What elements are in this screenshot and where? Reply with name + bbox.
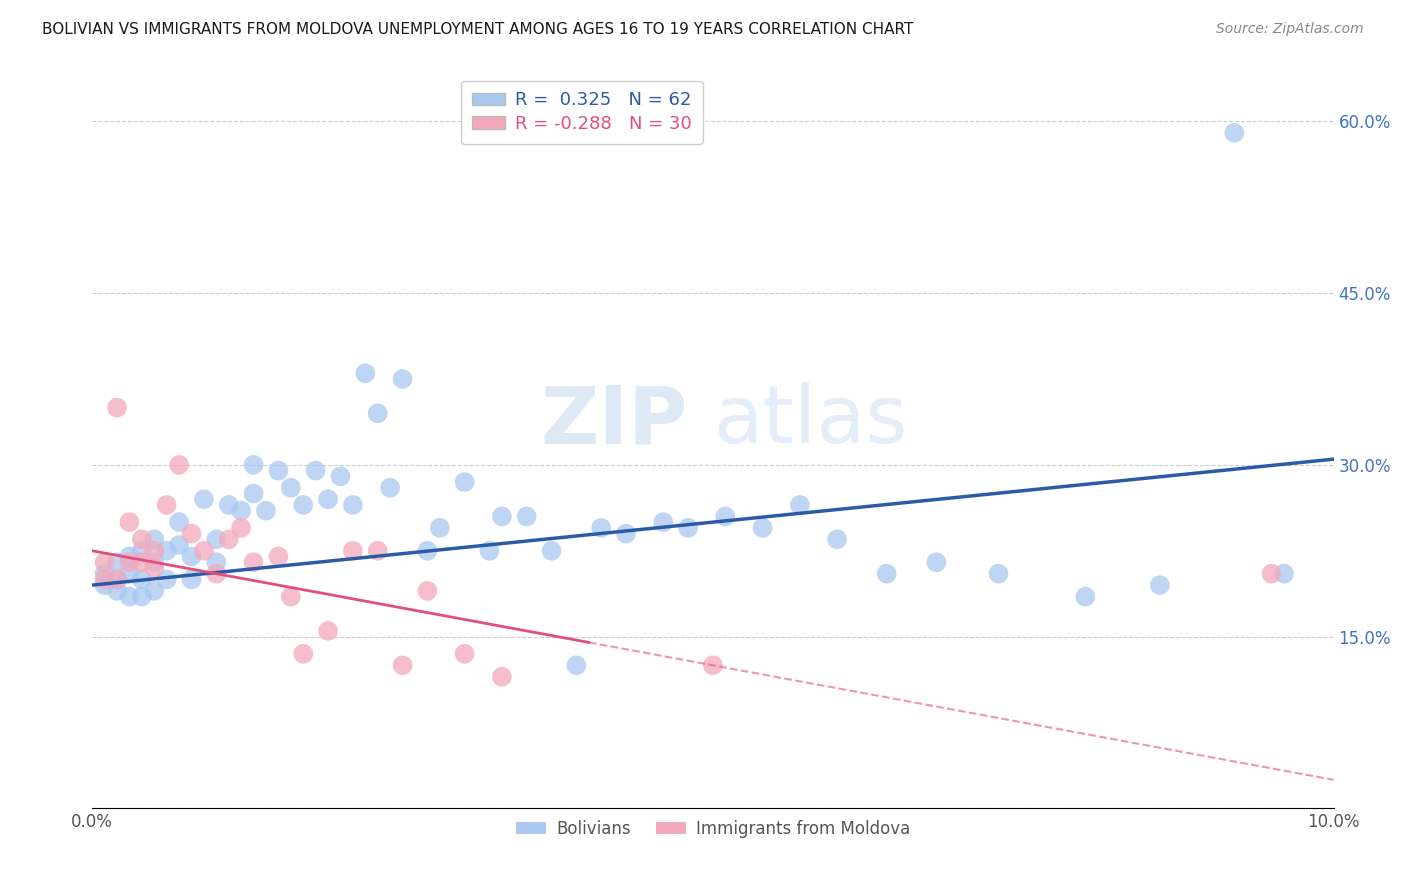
Point xyxy=(143,561,166,575)
Point xyxy=(614,526,637,541)
Point xyxy=(143,555,166,569)
Point xyxy=(367,543,389,558)
Point xyxy=(167,538,190,552)
Point xyxy=(925,555,948,569)
Point xyxy=(193,492,215,507)
Point xyxy=(180,526,202,541)
Point xyxy=(205,533,228,547)
Point xyxy=(105,573,128,587)
Point xyxy=(131,555,153,569)
Point xyxy=(231,504,253,518)
Text: atlas: atlas xyxy=(713,383,907,460)
Point xyxy=(391,658,413,673)
Text: ZIP: ZIP xyxy=(541,383,688,460)
Point xyxy=(231,521,253,535)
Point xyxy=(391,372,413,386)
Point xyxy=(105,583,128,598)
Point xyxy=(516,509,538,524)
Point xyxy=(143,583,166,598)
Point xyxy=(180,573,202,587)
Point xyxy=(676,521,699,535)
Point xyxy=(987,566,1010,581)
Point xyxy=(118,566,141,581)
Point xyxy=(292,498,315,512)
Point xyxy=(591,521,613,535)
Point xyxy=(453,647,475,661)
Point xyxy=(118,590,141,604)
Point xyxy=(105,555,128,569)
Point xyxy=(429,521,451,535)
Point xyxy=(167,515,190,529)
Point xyxy=(193,543,215,558)
Point xyxy=(1149,578,1171,592)
Point xyxy=(491,509,513,524)
Point xyxy=(118,549,141,564)
Point xyxy=(93,566,115,581)
Point xyxy=(292,647,315,661)
Point xyxy=(329,469,352,483)
Point xyxy=(342,498,364,512)
Point xyxy=(1260,566,1282,581)
Point xyxy=(131,573,153,587)
Point xyxy=(143,533,166,547)
Point xyxy=(280,590,302,604)
Point xyxy=(242,486,264,500)
Point xyxy=(1074,590,1097,604)
Point xyxy=(131,533,153,547)
Point xyxy=(205,566,228,581)
Point xyxy=(751,521,773,535)
Point xyxy=(316,492,339,507)
Point xyxy=(453,475,475,489)
Point xyxy=(218,533,240,547)
Point xyxy=(565,658,588,673)
Point xyxy=(254,504,277,518)
Point xyxy=(876,566,898,581)
Point xyxy=(242,458,264,472)
Text: Source: ZipAtlas.com: Source: ZipAtlas.com xyxy=(1216,22,1364,37)
Point xyxy=(267,464,290,478)
Point xyxy=(167,458,190,472)
Point xyxy=(205,555,228,569)
Point xyxy=(180,549,202,564)
Point xyxy=(93,555,115,569)
Point xyxy=(156,573,179,587)
Point xyxy=(156,543,179,558)
Text: BOLIVIAN VS IMMIGRANTS FROM MOLDOVA UNEMPLOYMENT AMONG AGES 16 TO 19 YEARS CORRE: BOLIVIAN VS IMMIGRANTS FROM MOLDOVA UNEM… xyxy=(42,22,914,37)
Point xyxy=(1272,566,1295,581)
Point xyxy=(143,543,166,558)
Point xyxy=(478,543,501,558)
Point xyxy=(242,555,264,569)
Point xyxy=(131,543,153,558)
Point xyxy=(218,498,240,512)
Point xyxy=(1223,126,1246,140)
Point xyxy=(342,543,364,558)
Point xyxy=(316,624,339,638)
Point xyxy=(416,583,439,598)
Point xyxy=(354,366,377,380)
Point xyxy=(825,533,848,547)
Point xyxy=(156,498,179,512)
Point xyxy=(118,515,141,529)
Point xyxy=(118,555,141,569)
Point xyxy=(491,670,513,684)
Point xyxy=(304,464,326,478)
Point xyxy=(367,406,389,420)
Legend: Bolivians, Immigrants from Moldova: Bolivians, Immigrants from Moldova xyxy=(509,814,917,845)
Point xyxy=(652,515,675,529)
Point xyxy=(540,543,562,558)
Point xyxy=(702,658,724,673)
Point xyxy=(93,578,115,592)
Point xyxy=(105,401,128,415)
Point xyxy=(378,481,401,495)
Point xyxy=(714,509,737,524)
Point xyxy=(267,549,290,564)
Point xyxy=(93,573,115,587)
Point xyxy=(280,481,302,495)
Point xyxy=(105,573,128,587)
Point xyxy=(416,543,439,558)
Point xyxy=(131,590,153,604)
Point xyxy=(789,498,811,512)
